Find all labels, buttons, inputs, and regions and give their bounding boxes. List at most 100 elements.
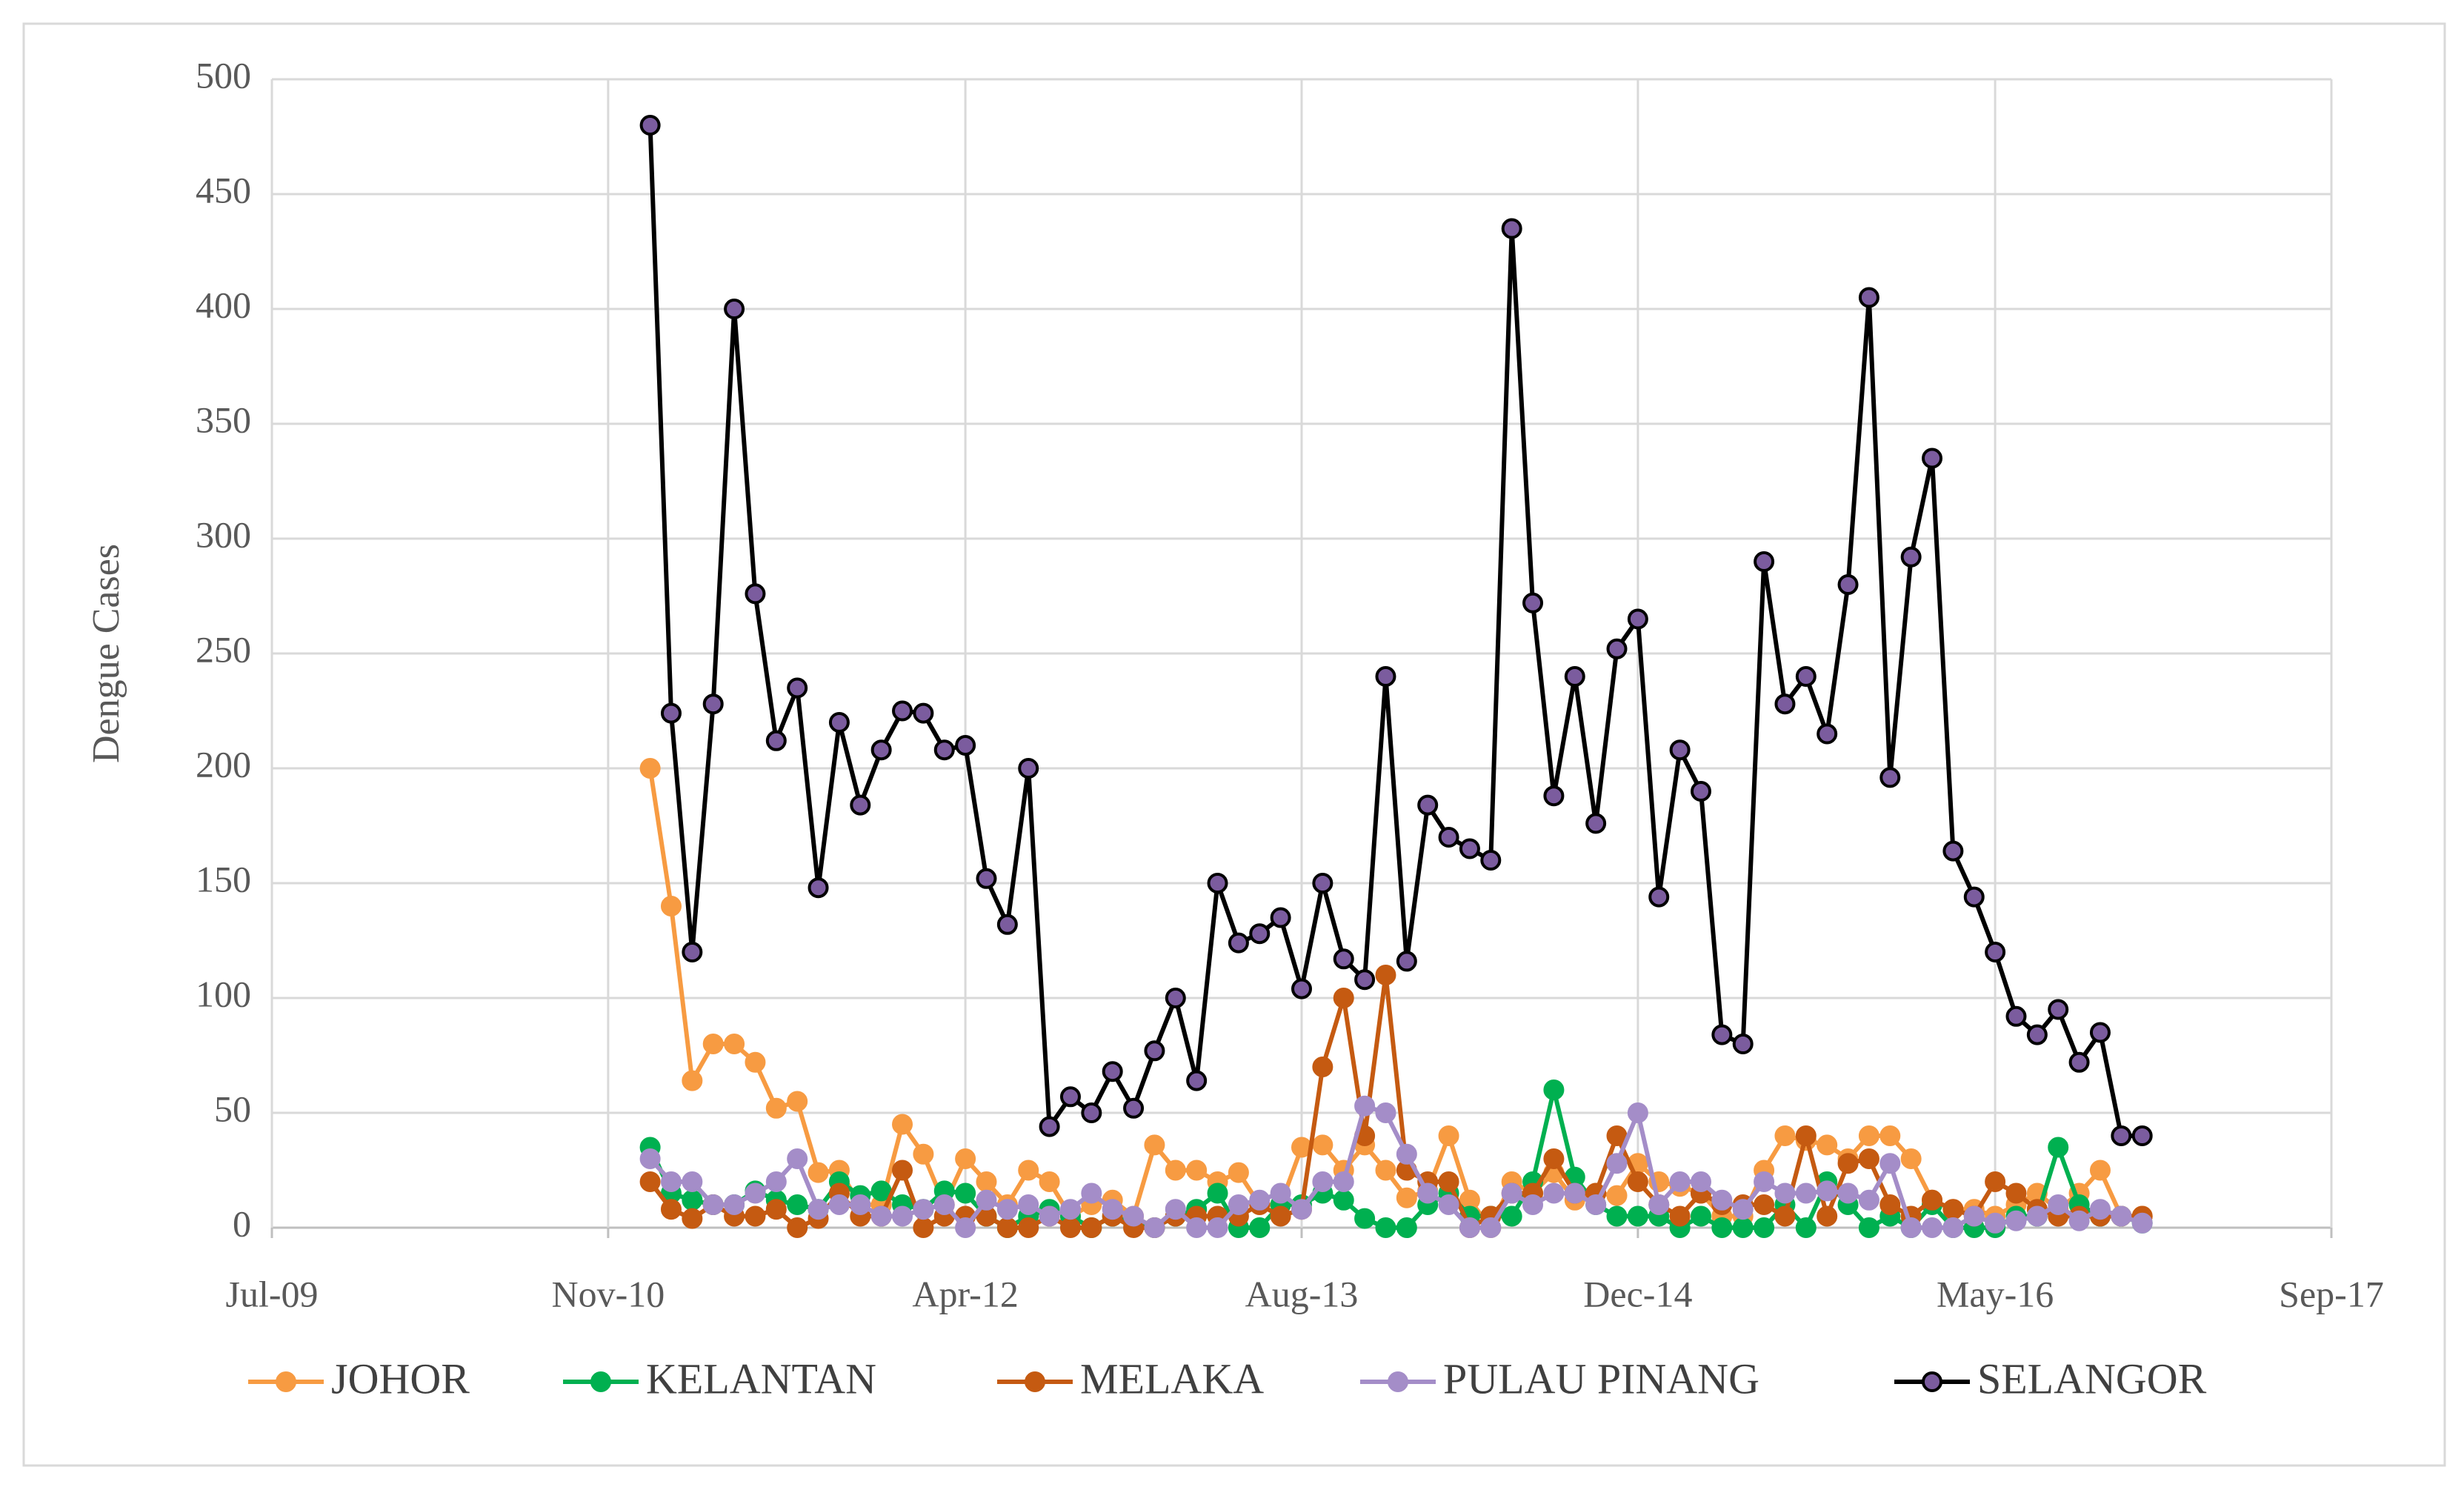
data-point [1333, 1171, 1354, 1192]
y-tick-label: 0 [233, 1202, 251, 1244]
data-point [933, 739, 955, 761]
data-point [1774, 693, 1796, 715]
data-point [1774, 1182, 1796, 1204]
data-point [1522, 1194, 1544, 1215]
data-point [2131, 1212, 2153, 1234]
data-point [2048, 1137, 2069, 1158]
data-point [1817, 1205, 1838, 1227]
data-point [1102, 1199, 1123, 1220]
data-point [913, 1199, 934, 1220]
data-point [1459, 1217, 1480, 1238]
data-point [639, 1171, 661, 1192]
data-point [1059, 1199, 1081, 1220]
data-point [996, 1199, 1018, 1220]
data-point [1081, 1217, 1102, 1238]
y-tick-label: 450 [196, 169, 251, 210]
data-point [1690, 1205, 1711, 1227]
data-point [1817, 723, 1838, 745]
data-point [1985, 1212, 2006, 1234]
data-point [639, 758, 661, 779]
data-point [1627, 1205, 1648, 1227]
data-point [787, 1194, 808, 1215]
data-point [1375, 1217, 1396, 1238]
legend-marker [1388, 1371, 1408, 1392]
legend-label: PULAU PINANG [1443, 1354, 1759, 1403]
data-point [1606, 638, 1628, 659]
data-point [1690, 781, 1711, 802]
data-point [1754, 551, 1775, 572]
data-point [1165, 1199, 1186, 1220]
data-point [1732, 1034, 1754, 1054]
data-point [1627, 1102, 1648, 1123]
data-point [1396, 1217, 1417, 1238]
data-point [1039, 1171, 1060, 1192]
data-point [682, 1070, 703, 1091]
data-point [913, 1143, 934, 1165]
data-point [892, 1114, 913, 1135]
data-point [955, 1182, 976, 1204]
data-point [1186, 1217, 1208, 1238]
data-point [787, 677, 808, 699]
data-point [745, 583, 766, 605]
data-point [1922, 1189, 1943, 1211]
data-point [1312, 873, 1333, 894]
data-point [1564, 1182, 1585, 1204]
data-point [1417, 1182, 1439, 1204]
data-point [702, 1194, 724, 1215]
data-point [1123, 1097, 1145, 1119]
legend-label: JOHOR [331, 1354, 470, 1403]
legend-marker [590, 1371, 611, 1392]
data-point [1985, 942, 2006, 962]
data-point [745, 1182, 766, 1204]
data-point [1669, 1205, 1691, 1227]
data-point [955, 1217, 976, 1238]
data-point [1375, 1102, 1396, 1123]
data-point [1396, 1143, 1417, 1165]
legend-marker [276, 1371, 296, 1392]
data-point [1207, 1182, 1228, 1204]
data-point [1438, 1194, 1459, 1215]
data-point [765, 730, 787, 751]
data-point [1922, 448, 1943, 469]
legend-label: MELAKA [1080, 1354, 1264, 1403]
data-point [1186, 1070, 1208, 1091]
data-point [1501, 1205, 1522, 1227]
x-tick-label: May-16 [1937, 1273, 2054, 1314]
data-point [2005, 1210, 2027, 1231]
data-point [1963, 886, 1985, 908]
data-point [1375, 1160, 1396, 1181]
data-point [1144, 1040, 1165, 1062]
data-point [996, 1217, 1018, 1238]
data-point [2068, 1051, 2090, 1073]
data-point [1585, 1194, 1607, 1215]
legend-label: KELANTAN [646, 1354, 876, 1403]
data-point [1817, 1134, 1838, 1156]
data-point [1018, 1217, 1039, 1238]
x-tick-label: Dec-14 [1583, 1273, 1692, 1314]
data-point [1754, 1217, 1775, 1238]
data-point [1480, 1217, 1502, 1238]
data-point [787, 1148, 808, 1169]
data-point [1858, 1217, 1879, 1238]
data-point [1228, 932, 1249, 954]
data-point [976, 1171, 997, 1192]
data-point [1059, 1086, 1081, 1108]
y-tick-label: 500 [196, 54, 251, 96]
data-point [1900, 1217, 1922, 1238]
data-point [1648, 886, 1670, 908]
data-point [1879, 1153, 1901, 1174]
data-point [1354, 969, 1376, 991]
data-point [1963, 1205, 1985, 1227]
data-point [1354, 1208, 1376, 1229]
data-point [745, 1051, 766, 1073]
data-point [1732, 1217, 1754, 1238]
data-point [1837, 574, 1859, 595]
data-point [1333, 988, 1354, 1008]
y-tick-label: 300 [196, 513, 251, 555]
legend-marker [1922, 1371, 1942, 1392]
data-point [1375, 965, 1396, 985]
data-point [1501, 1182, 1522, 1204]
data-point [1754, 1194, 1775, 1215]
data-point [660, 702, 682, 724]
data-point [1879, 767, 1901, 788]
